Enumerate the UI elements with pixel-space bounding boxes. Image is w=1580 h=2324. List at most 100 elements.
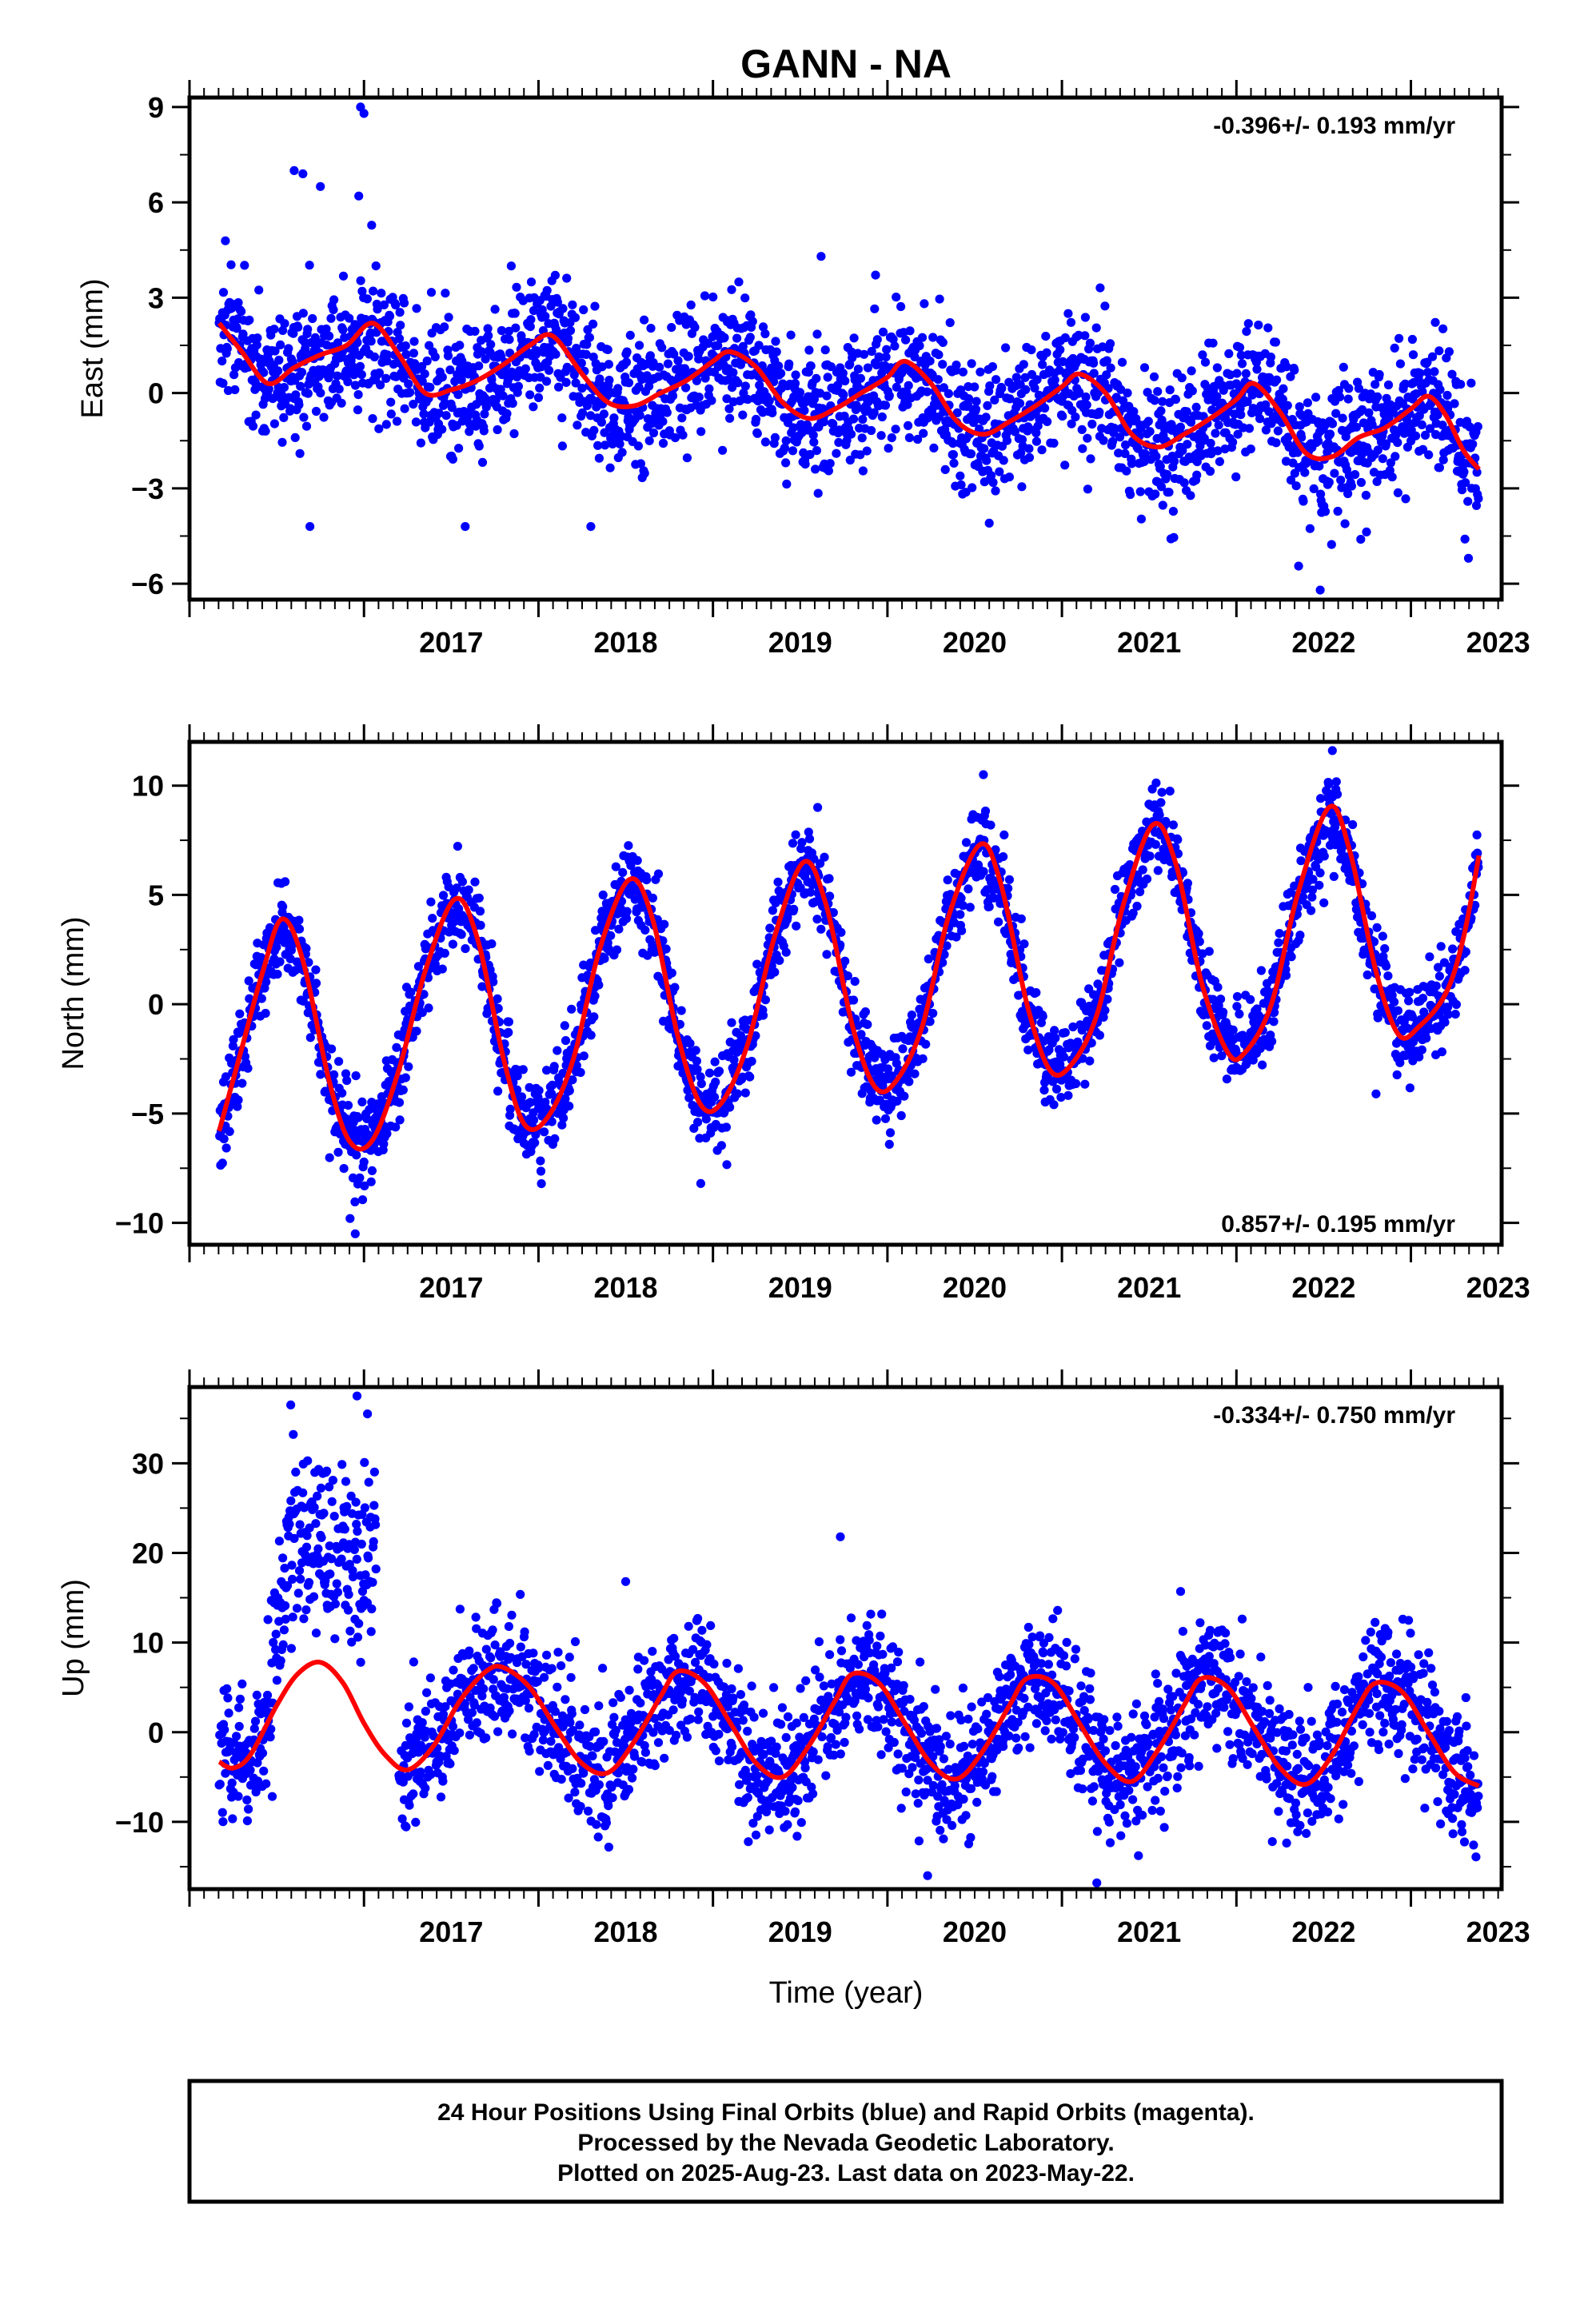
up-panel: 2017 2018 2019 2020 2021 2022 2023−100102030Up… — [57, 1369, 1530, 1948]
north-point — [547, 1089, 557, 1098]
east-point — [934, 350, 944, 360]
north-point — [343, 1101, 353, 1110]
east-point — [760, 329, 770, 339]
east-point — [269, 419, 279, 429]
east-point — [1165, 385, 1175, 395]
north-point — [872, 1115, 881, 1125]
east-point — [230, 385, 240, 395]
north-point — [1204, 947, 1214, 956]
north-point — [316, 1070, 325, 1079]
east-point — [293, 322, 303, 332]
east-point — [1424, 450, 1434, 460]
east-point — [1243, 319, 1253, 329]
east-point — [915, 341, 924, 351]
east-point — [1117, 357, 1127, 367]
east-point — [326, 313, 336, 323]
east-point — [929, 443, 939, 453]
east-point — [700, 373, 710, 383]
east-point — [557, 413, 567, 423]
east-point — [800, 460, 810, 469]
east-point — [804, 345, 814, 355]
east-point — [311, 406, 321, 417]
up-point — [286, 1496, 296, 1505]
north-point — [806, 887, 816, 897]
north-point — [1367, 911, 1377, 921]
north-point — [660, 919, 669, 929]
east-point — [1414, 411, 1424, 421]
north-point — [964, 884, 973, 894]
east-point — [603, 345, 612, 354]
east-point — [842, 436, 852, 445]
east-point — [1031, 436, 1041, 446]
east-x-tick-label: 2021 — [1117, 626, 1181, 659]
east-point — [1219, 385, 1228, 395]
east-point — [577, 384, 587, 393]
east-point — [1381, 439, 1391, 448]
north-point — [505, 1104, 515, 1114]
east-point — [400, 404, 409, 413]
north-point — [457, 877, 468, 887]
east-point — [1049, 438, 1059, 448]
east-point — [573, 421, 582, 430]
east-point — [1283, 401, 1292, 410]
east-point — [1087, 419, 1097, 429]
east-point — [1232, 369, 1242, 378]
north-point — [1448, 944, 1458, 954]
north-point — [760, 995, 771, 1005]
east-point — [791, 370, 800, 380]
north-point — [311, 979, 321, 988]
up-point — [252, 1690, 261, 1700]
north-point — [1434, 963, 1443, 972]
east-point — [1435, 385, 1445, 394]
east-point — [939, 383, 948, 393]
east-point — [1083, 433, 1092, 443]
north-outlier-point — [696, 1178, 706, 1188]
north-point — [898, 1044, 908, 1054]
north-point — [1378, 931, 1387, 941]
east-point — [506, 261, 517, 271]
north-point — [525, 1098, 535, 1107]
north-point — [692, 1065, 702, 1074]
east-point — [1410, 431, 1421, 440]
east-point — [604, 376, 614, 385]
east-point — [1281, 456, 1291, 466]
east-point — [1024, 452, 1035, 462]
east-point — [277, 390, 286, 400]
east-point — [1288, 458, 1298, 468]
east-point — [259, 368, 269, 377]
north-point — [476, 920, 485, 930]
east-point — [856, 373, 865, 383]
east-point — [878, 327, 888, 337]
east-x-tick-label: 2020 — [943, 626, 1007, 659]
north-point — [1348, 819, 1358, 830]
north-point — [1165, 787, 1175, 796]
north-y-tick-label: −5 — [131, 1098, 164, 1130]
north-point — [1246, 995, 1255, 1004]
north-point — [1274, 938, 1283, 947]
north-point — [329, 1070, 339, 1079]
east-point — [486, 340, 496, 349]
east-point — [533, 393, 544, 402]
up-point — [242, 1816, 252, 1826]
east-point — [834, 437, 844, 448]
east-point — [276, 340, 285, 349]
east-x-tick-label: 2022 — [1291, 626, 1355, 659]
east-point — [917, 333, 928, 342]
north-point — [1434, 971, 1444, 981]
figure-title: GANN - NA — [740, 42, 952, 86]
north-point — [1431, 981, 1441, 991]
north-point — [1138, 865, 1147, 875]
east-point — [369, 352, 379, 362]
north-point — [457, 930, 466, 939]
east-point — [1083, 484, 1092, 494]
north-point — [1258, 1060, 1267, 1070]
north-point — [1380, 944, 1390, 954]
east-frame — [187, 95, 1504, 602]
north-point — [773, 877, 783, 887]
east-point — [905, 326, 915, 336]
east-point — [577, 358, 586, 368]
east-point — [1430, 317, 1440, 327]
east-point — [229, 370, 239, 380]
east-point — [1386, 458, 1395, 468]
east-point — [604, 360, 614, 369]
